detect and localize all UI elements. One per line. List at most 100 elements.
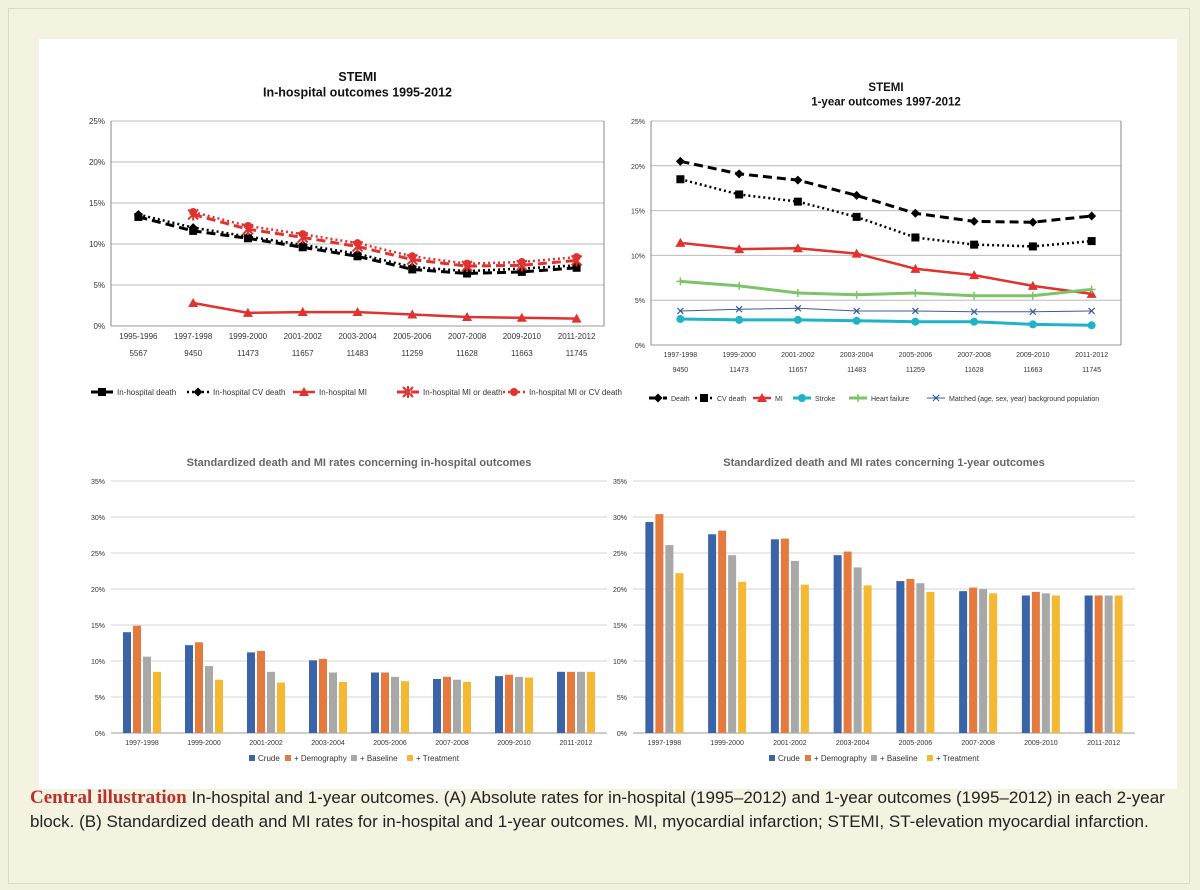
y-tick-label: 10% (631, 253, 645, 260)
bar-1 (969, 587, 978, 733)
x-tick-label: 2003-2004 (311, 740, 345, 747)
legend-swatch (249, 755, 255, 761)
series-line-1 (138, 213, 577, 273)
series-line-2 (680, 241, 1092, 296)
data-point-1 (243, 232, 253, 242)
x-tick-label: 1997-1998 (648, 740, 682, 747)
bar-0 (123, 632, 131, 733)
data-point-2 (1027, 280, 1038, 290)
bar-3 (800, 584, 809, 733)
x-count-label: 11483 (347, 349, 369, 358)
x-tick-label: 1997-1998 (174, 332, 213, 341)
bar-0 (557, 671, 565, 733)
legend-label: Crude (778, 754, 800, 763)
bar-3 (153, 671, 161, 733)
data-point-2 (188, 298, 199, 308)
data-point-3 (852, 316, 861, 325)
y-tick-label: 35% (91, 479, 105, 486)
bar-1 (257, 650, 265, 733)
chart-title: Standardized death and MI rates concerni… (723, 457, 1045, 469)
data-point-4 (970, 291, 979, 300)
data-point-0 (734, 169, 744, 179)
y-tick-label: 5% (635, 298, 645, 305)
bar-1 (655, 514, 664, 733)
bar-3 (215, 679, 223, 733)
legend-marker (757, 393, 767, 402)
legend-swatch (351, 755, 357, 761)
data-point-2 (734, 244, 745, 254)
bar-0 (185, 645, 193, 733)
x-tick-label: 1997-1998 (125, 740, 159, 747)
bar-1 (381, 672, 389, 733)
y-tick-label: 35% (613, 479, 627, 486)
chart-subtitle: 1-year outcomes 1997-2012 (811, 97, 961, 109)
x-tick-label: 2003-2004 (338, 332, 377, 341)
bar-2 (916, 583, 925, 733)
chart-title: STEMI (868, 82, 903, 94)
y-tick-label: 25% (631, 119, 645, 126)
data-point-2 (407, 309, 418, 319)
x-tick-label: 2005-2006 (393, 332, 432, 341)
data-point-4 (189, 208, 198, 217)
data-point-5 (1029, 308, 1037, 316)
x-tick-label: 2009-2010 (497, 740, 531, 747)
x-count-label: 11663 (1023, 367, 1042, 374)
legend-label: MI (775, 396, 783, 403)
bar-0 (1084, 595, 1093, 733)
bar-3 (525, 677, 533, 733)
x-tick-label: 2005-2006 (899, 740, 933, 747)
legend-swatch (769, 755, 775, 761)
bar-0 (645, 522, 654, 733)
series-line-2 (192, 301, 577, 320)
x-tick-label: 2001-2002 (781, 352, 815, 359)
x-count-label: 5567 (129, 349, 147, 358)
y-tick-label: 0% (93, 322, 105, 331)
x-tick-label: 2007-2008 (448, 332, 487, 341)
legend-marker (854, 394, 862, 402)
data-point-0 (1087, 211, 1097, 221)
bar-2 (790, 560, 799, 733)
bar-0 (309, 660, 317, 733)
data-point-1 (188, 223, 198, 233)
bar-2 (515, 676, 523, 733)
bar-1 (718, 530, 727, 733)
data-point-5 (911, 307, 919, 315)
y-tick-label: 5% (617, 695, 627, 702)
data-point-2 (297, 307, 308, 317)
bar-1 (906, 578, 915, 733)
figure-frame: STEMI In-hospital outcomes 1995-2012 0% 5% 1… (8, 8, 1190, 884)
bar-2 (205, 666, 213, 733)
data-point-2 (675, 237, 686, 247)
data-point-4 (408, 252, 417, 261)
legend-marker (193, 387, 203, 397)
bar-1 (780, 538, 789, 733)
x-tick-label: 1999-2000 (722, 352, 756, 359)
chart-title: Standardized death and MI rates concerni… (187, 457, 532, 469)
bar-0 (833, 555, 842, 733)
legend-marker (402, 386, 414, 398)
legend-marker (510, 388, 518, 396)
y-tick-label: 25% (613, 551, 627, 558)
bar-2 (453, 679, 461, 733)
y-tick-label: 30% (613, 515, 627, 522)
series-line-0 (138, 215, 577, 276)
y-tick-label: 20% (89, 158, 105, 167)
legend-swatch (871, 755, 877, 761)
bar-3 (463, 681, 471, 733)
legend-marker (653, 393, 663, 403)
bar-2 (1041, 593, 1050, 733)
legend-label: + Baseline (360, 754, 398, 763)
x-tick-label: 2005-2006 (899, 352, 933, 359)
x-count-label: 11745 (566, 349, 588, 358)
data-point-4 (1028, 291, 1037, 300)
y-tick-label: 5% (95, 695, 105, 702)
data-point-4 (517, 258, 526, 267)
bar-0 (959, 591, 968, 733)
data-point-2 (571, 313, 582, 323)
legend-swatch (805, 755, 811, 761)
data-point-5 (735, 305, 743, 313)
x-tick-label: 1995-1996 (119, 332, 158, 341)
legend-label: + Demography (814, 754, 867, 763)
y-tick-label: 25% (89, 117, 105, 126)
x-tick-label: 2009-2010 (1016, 352, 1050, 359)
